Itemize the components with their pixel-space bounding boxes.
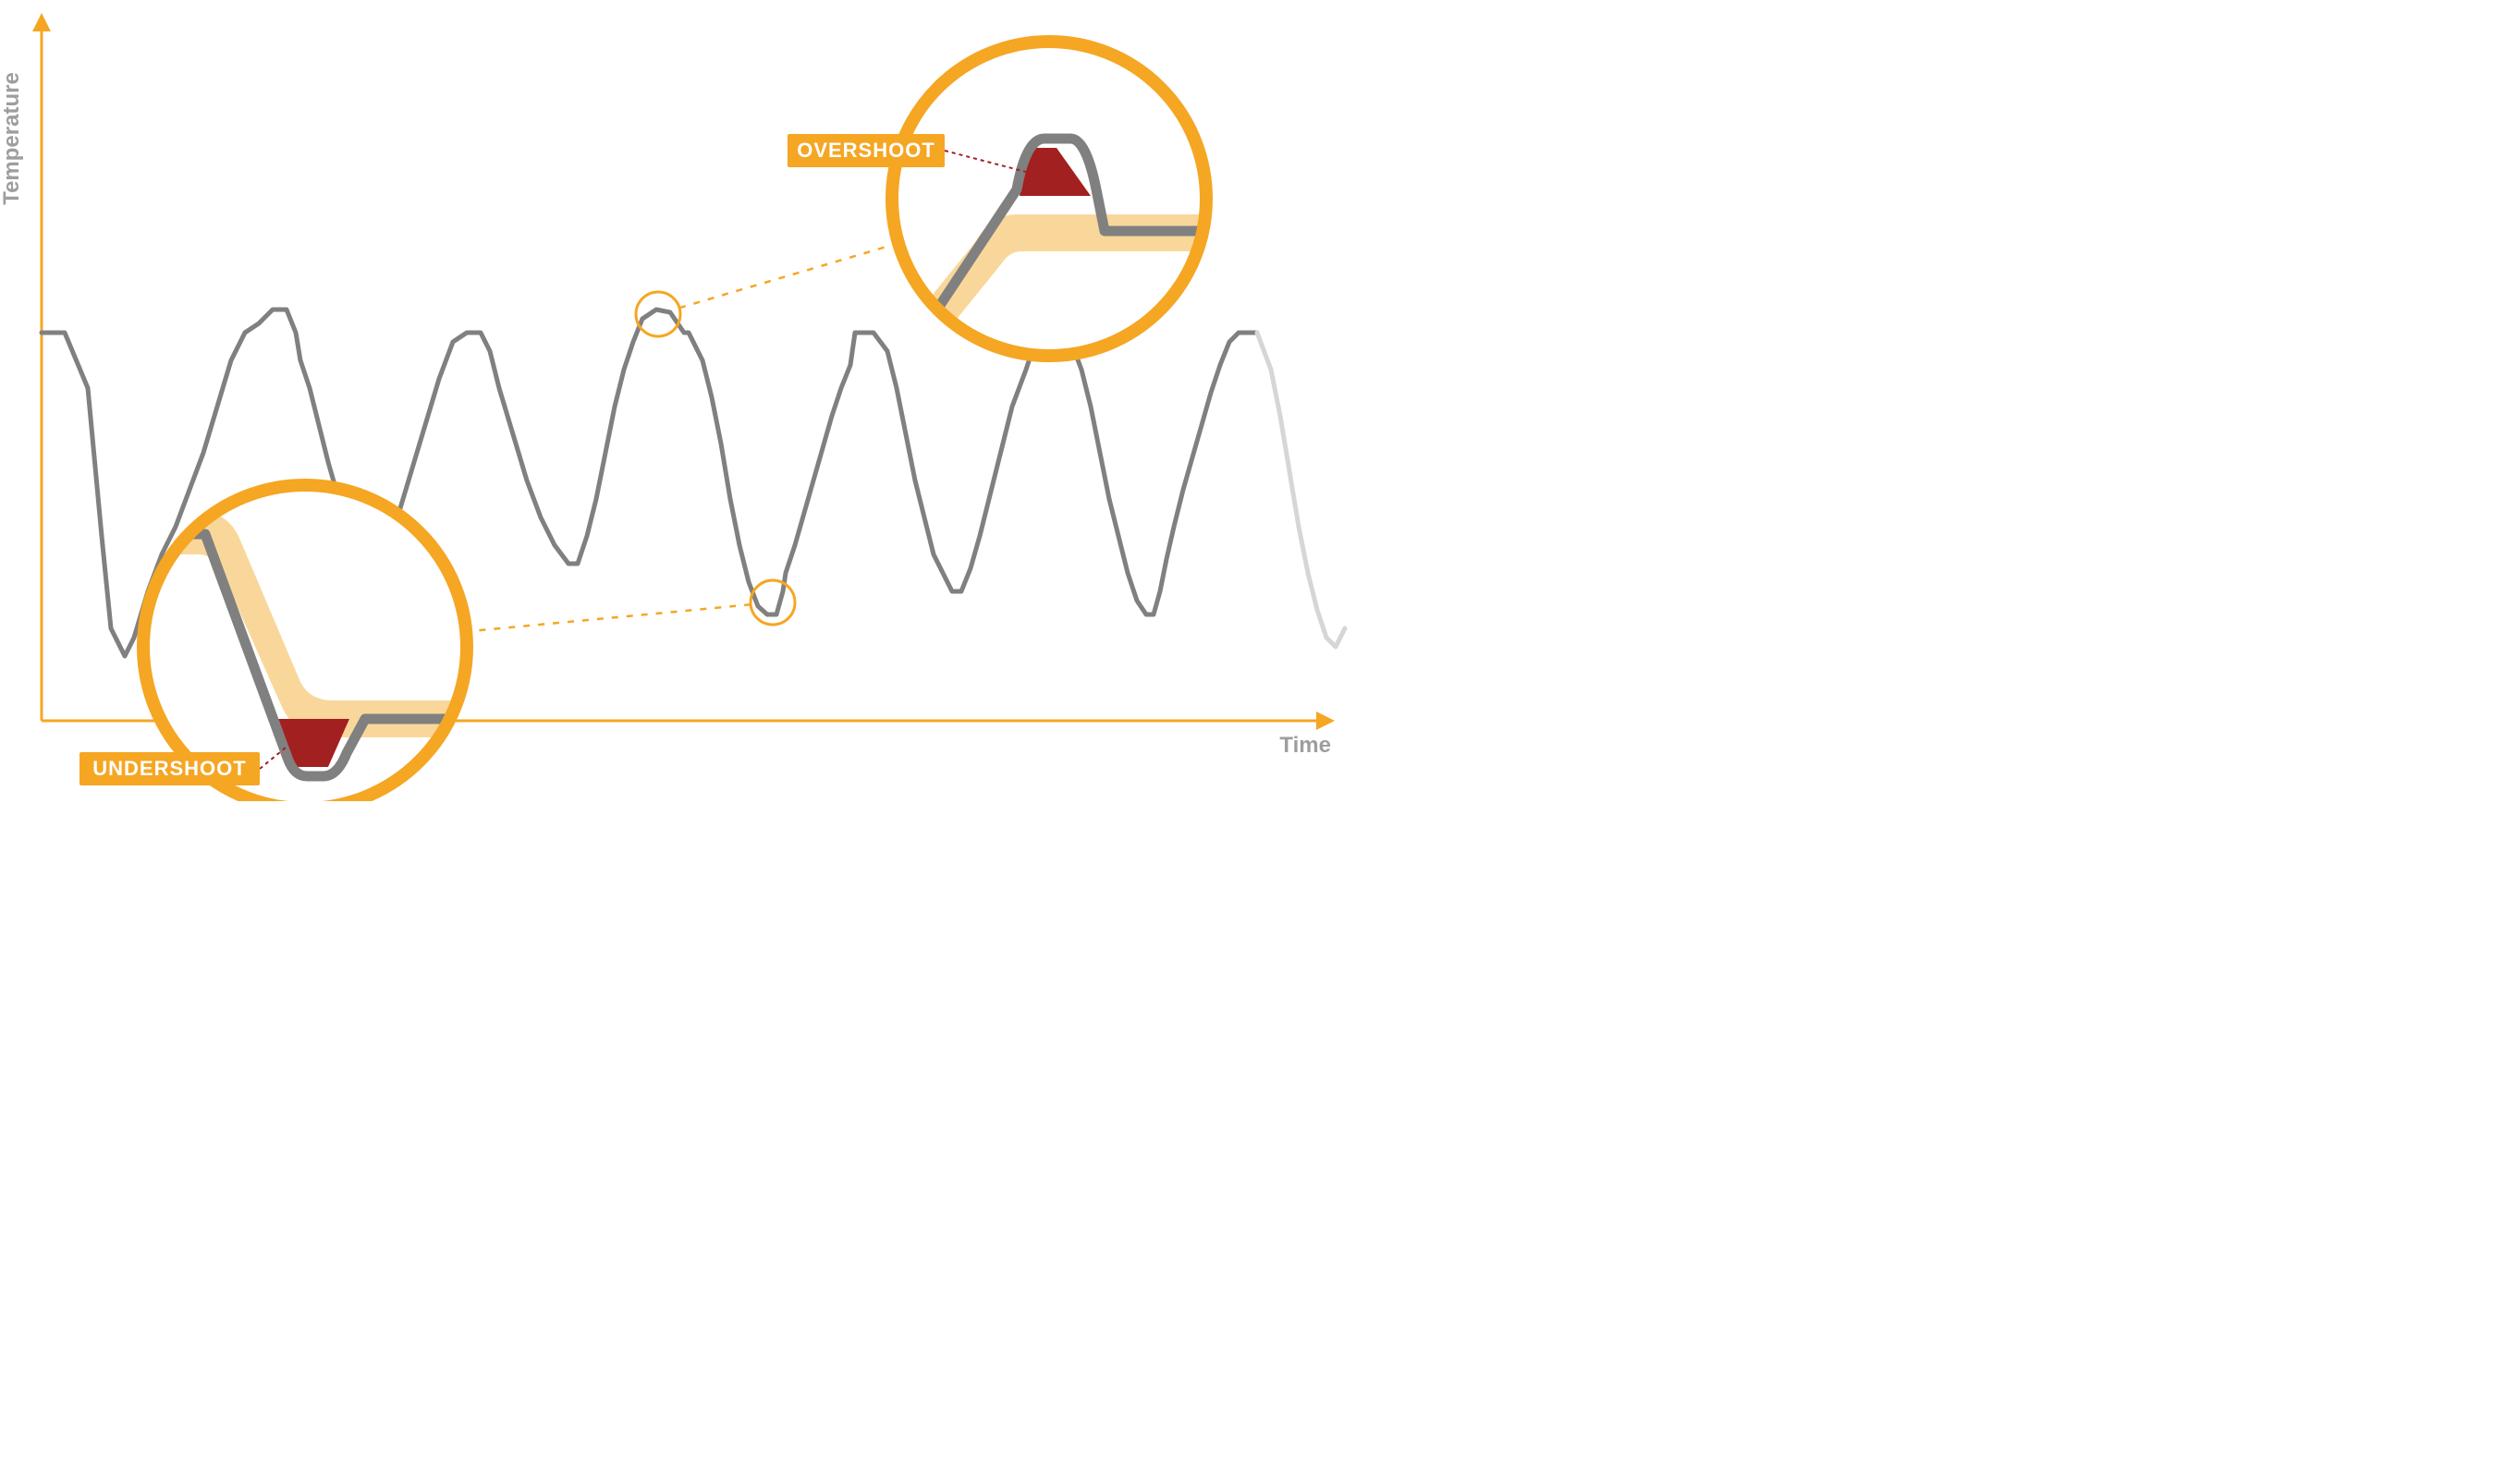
y-axis-label: Temperature	[0, 72, 24, 205]
temperature-diagram: OVERSHOOT UNDERSHOOT Temperature Time	[0, 0, 1352, 801]
undershoot-label: UNDERSHOOT	[92, 757, 246, 780]
undershoot-zoom: UNDERSHOOT	[79, 485, 467, 801]
undershoot-connector	[472, 604, 751, 631]
overshoot-zoom: OVERSHOOT	[788, 42, 1206, 357]
x-axis-label: Time	[1279, 733, 1331, 758]
temperature-trace-fade	[1257, 333, 1345, 647]
overshoot-connector	[679, 245, 892, 308]
overshoot-label: OVERSHOOT	[797, 139, 935, 162]
